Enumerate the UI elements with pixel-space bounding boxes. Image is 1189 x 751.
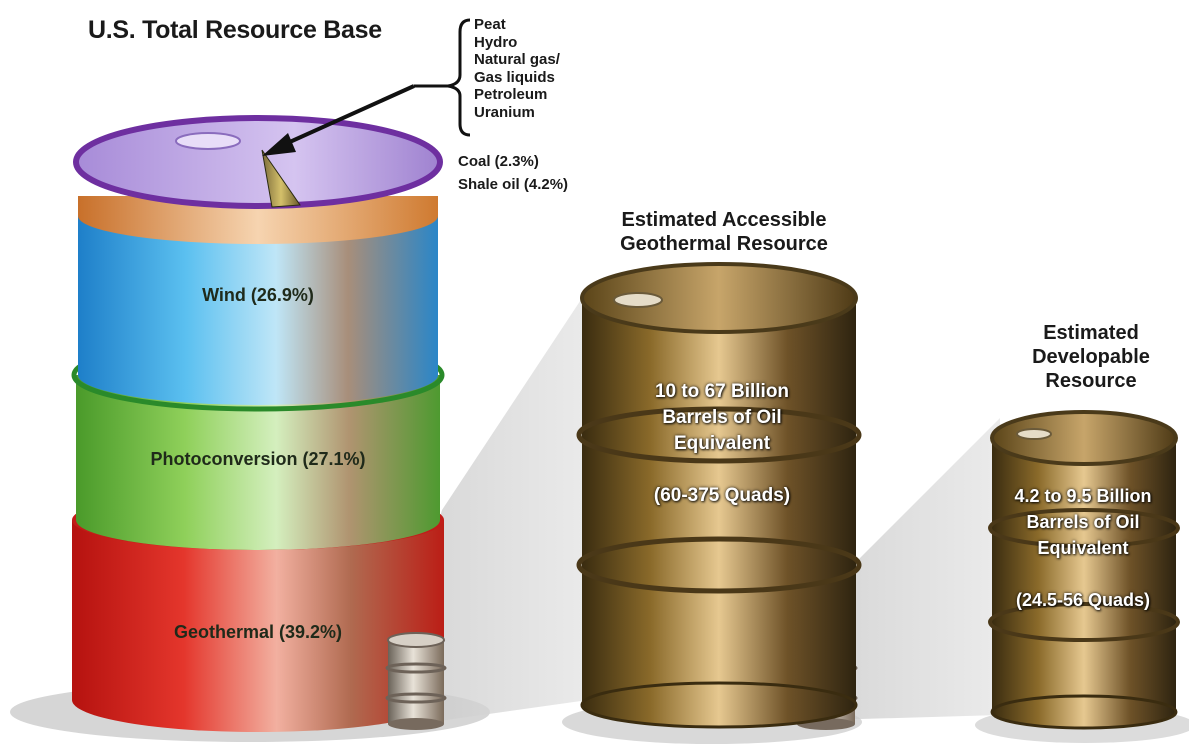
- arrow-head: [262, 133, 296, 156]
- projection-beam: [418, 283, 592, 724]
- developable-text-line: Equivalent: [1037, 538, 1129, 558]
- developable-heading-line: Estimated: [1043, 322, 1139, 344]
- developable-text-line: [1014, 561, 1151, 587]
- geothermal-label: Geothermal (39.2%): [173, 622, 343, 642]
- small-barrel: [385, 632, 447, 730]
- minor-resource-item: Natural gas/: [474, 51, 560, 68]
- accessible-text-line: [654, 457, 790, 483]
- developable-heading-line: Developable: [1032, 346, 1150, 368]
- wind-label: Wind (26.9%): [202, 285, 314, 305]
- accessible-text-line: (60-375 Quads): [653, 485, 791, 506]
- developable-text-line: (24.5-56 Quads): [1015, 590, 1151, 610]
- developable-text-line: Barrels of Oil: [1026, 512, 1140, 532]
- accessible-text-line: Equivalent: [673, 433, 771, 454]
- minor-resource-item: Gas liquids: [474, 68, 555, 86]
- photoconversion-label: Photoconversion (27.1%): [150, 449, 366, 469]
- shale-oil-label: Shale oil (4.2%): [458, 176, 569, 193]
- minor-resource-item: Uranium: [474, 103, 535, 121]
- accessible-barrel-text: 10 to 67 Billion Barrels of Oil Equivale…: [654, 379, 790, 509]
- minor-resource-item: Petroleum: [474, 86, 548, 103]
- total-resource-barrel: [71, 115, 445, 732]
- coal-label: Coal (2.3%): [458, 153, 539, 170]
- accessible-heading-line: Estimated Accessible: [621, 209, 827, 231]
- pointer-arrow: [271, 84, 415, 152]
- minor-resources-list: Peat Hydro Natural gas/ Gas liquids Petr…: [474, 16, 560, 121]
- brace: [447, 18, 471, 137]
- accessible-heading: Estimated Accessible Geothermal Resource: [620, 208, 828, 256]
- developable-heading: Estimated Developable Resource: [1032, 321, 1150, 393]
- accessible-text-line: Barrels of Oil: [662, 407, 782, 428]
- accessible-barrel: [576, 262, 862, 729]
- developable-barrel: [988, 410, 1180, 730]
- projection-beam: [826, 418, 1000, 720]
- accessible-text-line: 10 to 67 Billion: [654, 381, 790, 402]
- developable-barrel-text: 4.2 to 9.5 Billion Barrels of Oil Equiva…: [1014, 483, 1151, 613]
- minor-resource-item: Hydro: [474, 33, 518, 51]
- developable-text-line: 4.2 to 9.5 Billion: [1014, 486, 1152, 506]
- minor-resource-item: Peat: [474, 16, 506, 33]
- accessible-heading-line: Geothermal Resource: [620, 233, 828, 255]
- developable-heading-line: Resource: [1045, 370, 1137, 392]
- page-title: U.S. Total Resource Base: [88, 16, 382, 44]
